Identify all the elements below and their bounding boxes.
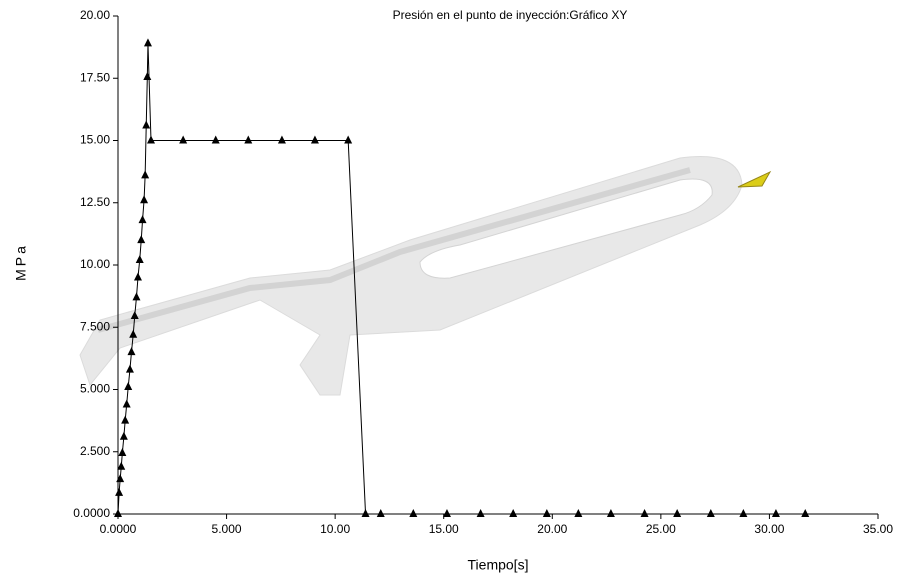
x-tick-label: 20.00 — [537, 522, 567, 536]
data-point — [142, 121, 150, 129]
y-tick-label: 10.00 — [80, 257, 110, 271]
data-point — [126, 365, 134, 373]
x-tick-label: 0.0000 — [100, 522, 137, 536]
data-point — [509, 509, 517, 517]
data-point — [132, 292, 140, 300]
data-point — [244, 136, 252, 144]
y-tick-label: 20.00 — [80, 8, 110, 22]
data-point — [115, 488, 123, 496]
part-model — [80, 157, 770, 395]
data-point — [116, 474, 124, 482]
data-point — [543, 509, 551, 517]
data-point — [143, 72, 151, 80]
data-point — [574, 509, 582, 517]
data-point — [127, 347, 135, 355]
data-point — [140, 195, 148, 203]
data-point — [311, 136, 319, 144]
data-point — [144, 38, 152, 46]
data-point — [134, 272, 142, 280]
x-tick-label: 30.00 — [754, 522, 784, 536]
y-tick-label: 17.50 — [80, 70, 110, 84]
data-point — [212, 136, 220, 144]
data-point — [739, 509, 747, 517]
y-tick-label: 0.0000 — [73, 506, 110, 520]
y-tick-label: 12.50 — [80, 195, 110, 209]
data-point — [147, 136, 155, 144]
x-tick-label: 25.00 — [646, 522, 676, 536]
data-point — [139, 215, 147, 223]
data-point — [141, 170, 149, 178]
data-point — [409, 509, 417, 517]
y-tick-label: 15.00 — [80, 133, 110, 147]
data-point — [123, 399, 131, 407]
chart: Presión en el punto de inyección:Gráfico… — [0, 0, 911, 584]
y-tick-label: 2.500 — [80, 444, 110, 458]
x-tick-label: 15.00 — [429, 522, 459, 536]
data-point — [443, 509, 451, 517]
chart-title: Presión en el punto de inyección:Gráfico… — [393, 8, 628, 22]
x-tick-label: 35.00 — [863, 522, 893, 536]
data-point — [772, 509, 780, 517]
page: Presión en el punto de inyección:Gráfico… — [0, 0, 911, 584]
data-point — [278, 136, 286, 144]
data-point — [673, 509, 681, 517]
x-axis-label: Tiempo[s] — [468, 557, 529, 573]
y-axis-label: MPa — [13, 243, 29, 281]
data-point — [137, 235, 145, 243]
data-point — [607, 509, 615, 517]
x-tick-label: 10.00 — [320, 522, 350, 536]
data-point — [136, 255, 144, 263]
y-tick-label: 5.000 — [80, 382, 110, 396]
data-point — [114, 509, 122, 517]
data-point — [477, 509, 485, 517]
data-point — [120, 432, 128, 440]
data-point — [124, 382, 132, 390]
x-tick-label: 5.000 — [212, 522, 242, 536]
data-point — [344, 136, 352, 144]
data-point — [641, 509, 649, 517]
data-point — [179, 136, 187, 144]
data-point — [118, 448, 126, 456]
data-point — [707, 509, 715, 517]
y-tick-label: 7.500 — [80, 319, 110, 333]
data-point — [362, 509, 370, 517]
data-point — [377, 509, 385, 517]
data-point — [801, 509, 809, 517]
data-point — [121, 416, 129, 424]
